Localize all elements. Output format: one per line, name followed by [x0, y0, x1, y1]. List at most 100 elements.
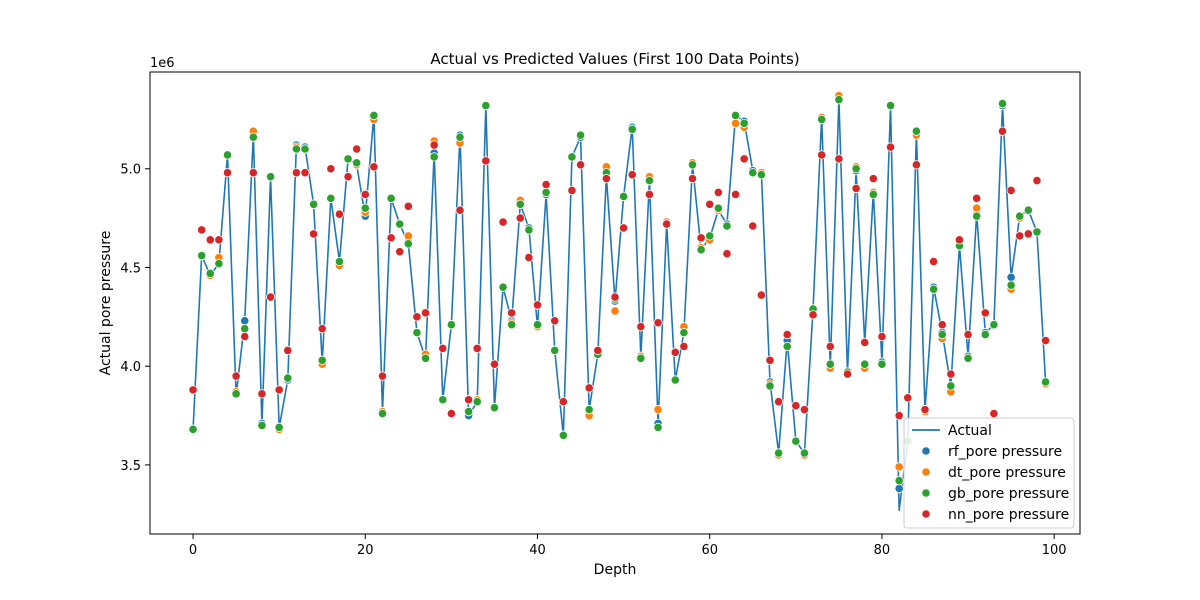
nn-point — [774, 397, 784, 407]
nn-point — [1023, 229, 1033, 239]
gb-point — [489, 403, 500, 413]
nn-point — [765, 355, 775, 365]
nn-point — [593, 345, 603, 355]
nn-point — [309, 229, 319, 239]
gb-point — [429, 152, 439, 162]
gb-point — [317, 355, 327, 365]
gb-point — [791, 436, 801, 446]
rf-point — [1006, 272, 1016, 282]
nn-point — [446, 408, 456, 419]
nn-point — [291, 168, 301, 178]
gb-point — [214, 258, 224, 269]
gb-point — [188, 424, 198, 434]
gb-point — [507, 320, 517, 330]
gb-point — [265, 172, 276, 182]
nn-point — [369, 162, 379, 172]
gb-point — [326, 193, 336, 203]
gb-point — [498, 282, 508, 292]
gb-point — [722, 221, 732, 231]
gb-point — [1006, 280, 1016, 290]
gb-point — [532, 320, 543, 330]
nn-point — [464, 395, 474, 405]
actual-line — [192, 98, 1047, 512]
nn-point — [756, 290, 766, 300]
nn-point — [903, 393, 913, 403]
x-tick-label: 100 — [1042, 543, 1067, 558]
nn-point — [601, 174, 611, 184]
nn-point — [352, 144, 362, 154]
gb-point — [1023, 205, 1033, 215]
gb-point — [283, 373, 293, 383]
nn-point — [403, 201, 413, 211]
gb-point — [765, 381, 775, 391]
gb-point — [687, 160, 698, 170]
nn-point — [188, 385, 198, 395]
nn-point — [550, 316, 560, 326]
nn-point — [334, 209, 345, 219]
nn-point — [627, 170, 637, 180]
nn-point — [197, 225, 207, 235]
x-axis: 0 20 40 60 80 100 — [189, 534, 1067, 558]
gb-point — [696, 245, 706, 255]
gb-point — [343, 154, 353, 164]
gb-point — [997, 98, 1008, 109]
gb-point — [739, 118, 749, 128]
nn-point — [894, 410, 904, 421]
nn-point — [1040, 335, 1051, 346]
gb-point — [1040, 377, 1051, 387]
nn-point — [515, 213, 525, 223]
nn-point — [705, 199, 715, 209]
nn-point — [317, 324, 327, 334]
rf-point — [240, 316, 250, 326]
nn-point — [817, 150, 827, 160]
nn-point — [972, 193, 982, 203]
gb-point — [403, 239, 413, 249]
nn-point — [713, 187, 723, 198]
gb-point — [481, 100, 491, 111]
nn-point — [1006, 185, 1016, 196]
legend-marker-dot — [921, 446, 931, 456]
y-tick-label: 3.5 — [120, 459, 141, 474]
nn-point — [860, 337, 870, 348]
gb-point — [395, 219, 405, 229]
dt-point — [653, 405, 663, 415]
gb-point — [980, 329, 990, 340]
gb-point — [636, 353, 646, 363]
gb-point — [868, 189, 878, 200]
nn-point — [360, 189, 370, 200]
gb-point — [894, 476, 904, 486]
nn-point — [386, 233, 396, 243]
gb-point — [360, 203, 370, 213]
gb-point — [782, 341, 792, 352]
gb-point — [412, 328, 422, 338]
gb-point — [274, 422, 284, 432]
gb-point — [885, 100, 896, 111]
gb-point — [825, 359, 835, 369]
nn-point — [687, 174, 698, 184]
gb-point — [748, 168, 758, 178]
legend-label: gb_pore pressure — [948, 486, 1069, 502]
nn-point — [825, 341, 835, 352]
rf-point — [894, 483, 904, 494]
gb-point — [472, 397, 482, 407]
legend-marker-dot — [921, 467, 931, 477]
nn-point — [670, 347, 680, 357]
nn-point — [963, 329, 973, 340]
dt-point — [610, 306, 620, 316]
gb-point — [679, 328, 689, 338]
gb-point — [877, 359, 887, 369]
gb-point — [851, 164, 861, 174]
nn-point — [782, 329, 792, 340]
nn-point — [730, 189, 741, 200]
gb-point — [963, 353, 973, 363]
nn-point — [842, 369, 853, 379]
nn-point — [748, 221, 758, 231]
gb-point — [464, 406, 474, 417]
gb-point — [257, 420, 267, 431]
x-tick-label: 20 — [357, 543, 374, 558]
gb-point — [799, 448, 810, 458]
gb-point — [972, 211, 982, 221]
nn-point — [989, 408, 999, 419]
nn-point — [507, 308, 517, 318]
